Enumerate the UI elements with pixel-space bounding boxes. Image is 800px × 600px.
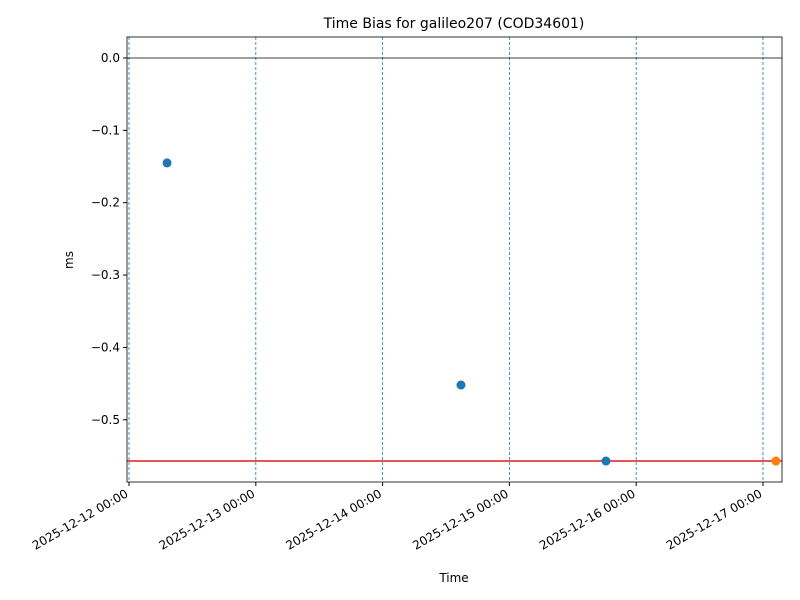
- y-axis-label: ms: [62, 251, 76, 269]
- x-tick-label: 2025-12-14 00:00: [283, 486, 384, 552]
- x-tick-label: 2025-12-16 00:00: [537, 486, 638, 552]
- point: [162, 158, 172, 168]
- y-tick-label: −0.4: [91, 340, 120, 354]
- x-tick-label: 2025-12-17 00:00: [664, 486, 765, 552]
- y-tick-label: −0.2: [91, 196, 120, 210]
- x-tick-label: 2025-12-15 00:00: [410, 486, 511, 552]
- x-axis-label: Time: [438, 571, 468, 585]
- y-tick-label: 0.0: [101, 51, 120, 65]
- plot-frame: [126, 36, 783, 483]
- x-tick-label: 2025-12-13 00:00: [157, 486, 258, 552]
- chart-title: Time Bias for galileo207 (COD34601): [323, 16, 585, 32]
- point: [771, 456, 781, 466]
- x-tick-label: 2025-12-12 00:00: [30, 486, 131, 552]
- y-tick-label: −0.3: [91, 268, 120, 282]
- y-tick-label: −0.5: [91, 413, 120, 427]
- y-tick-label: −0.1: [91, 123, 120, 137]
- point: [456, 380, 466, 390]
- point: [601, 456, 611, 466]
